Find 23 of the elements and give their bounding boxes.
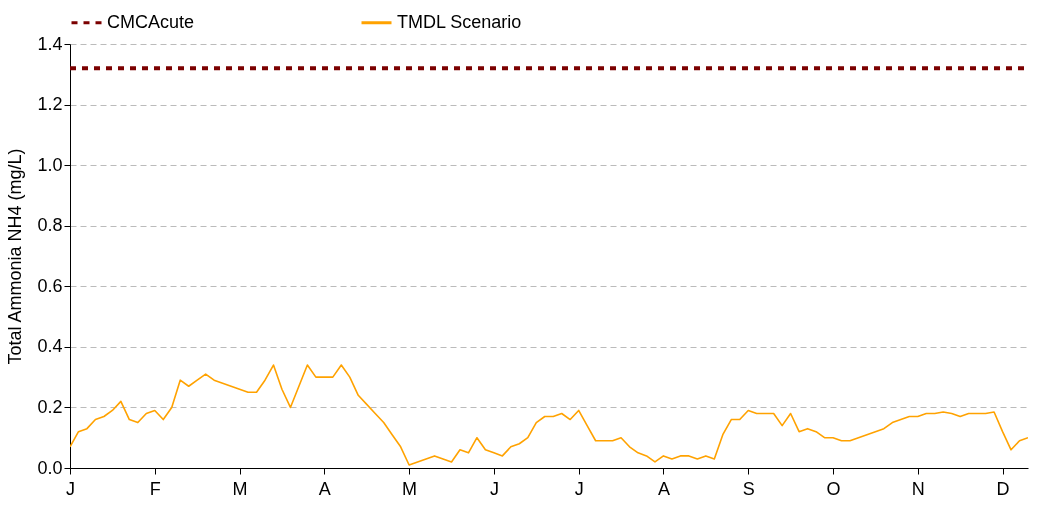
y-tick-label: 1.4 xyxy=(37,33,63,54)
x-tick-label: A xyxy=(318,478,331,499)
x-tick-label: O xyxy=(826,478,841,499)
x-tick-label: F xyxy=(149,478,161,499)
y-axis-title: Total Ammonia NH4 (mg/L) xyxy=(5,148,26,365)
y-tick-label: 0.8 xyxy=(37,215,63,236)
y-tick-label: 1.0 xyxy=(37,154,63,175)
legend-label: TMDL Scenario xyxy=(397,11,522,32)
x-tick-label: M xyxy=(232,478,248,499)
y-tick-label: 0.2 xyxy=(37,396,63,417)
x-tick-label: J xyxy=(489,478,499,499)
x-tick-label: D xyxy=(996,478,1010,499)
x-tick-label: S xyxy=(742,478,755,499)
x-tick-label: M xyxy=(402,478,418,499)
y-tick-label: 0.4 xyxy=(37,336,63,357)
legend-label: CMCAcute xyxy=(107,11,195,32)
x-tick-label: J xyxy=(574,478,584,499)
x-tick-label: A xyxy=(657,478,670,499)
y-tick-label: 0.0 xyxy=(37,457,63,478)
y-tick-label: 1.2 xyxy=(37,94,63,115)
y-tick-label: 0.6 xyxy=(37,275,63,296)
x-tick-label: N xyxy=(911,478,925,499)
x-tick-label: J xyxy=(66,478,75,499)
